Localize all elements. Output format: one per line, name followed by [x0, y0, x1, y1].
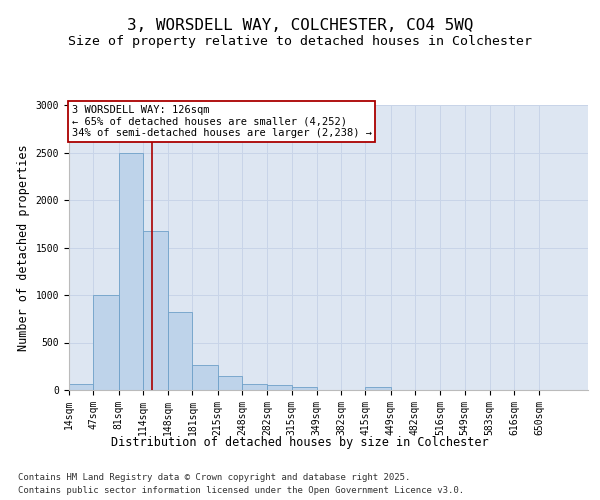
Bar: [193, 366, 218, 390]
Bar: [143, 232, 168, 390]
Bar: [69, 384, 94, 390]
Text: Distribution of detached houses by size in Colchester: Distribution of detached houses by size …: [111, 436, 489, 449]
Text: Size of property relative to detached houses in Colchester: Size of property relative to detached ho…: [68, 35, 532, 48]
Bar: [292, 386, 317, 390]
Bar: [242, 384, 267, 390]
Text: Contains public sector information licensed under the Open Government Licence v3: Contains public sector information licen…: [18, 486, 464, 495]
Bar: [267, 385, 292, 390]
Bar: [218, 376, 242, 390]
Bar: [119, 152, 143, 390]
Bar: [168, 312, 193, 390]
Text: 3 WORSDELL WAY: 126sqm
← 65% of detached houses are smaller (4,252)
34% of semi-: 3 WORSDELL WAY: 126sqm ← 65% of detached…: [71, 105, 371, 138]
Text: 3, WORSDELL WAY, COLCHESTER, CO4 5WQ: 3, WORSDELL WAY, COLCHESTER, CO4 5WQ: [127, 18, 473, 32]
Y-axis label: Number of detached properties: Number of detached properties: [17, 144, 30, 351]
Bar: [365, 387, 391, 390]
Text: Contains HM Land Registry data © Crown copyright and database right 2025.: Contains HM Land Registry data © Crown c…: [18, 472, 410, 482]
Bar: [94, 295, 119, 390]
